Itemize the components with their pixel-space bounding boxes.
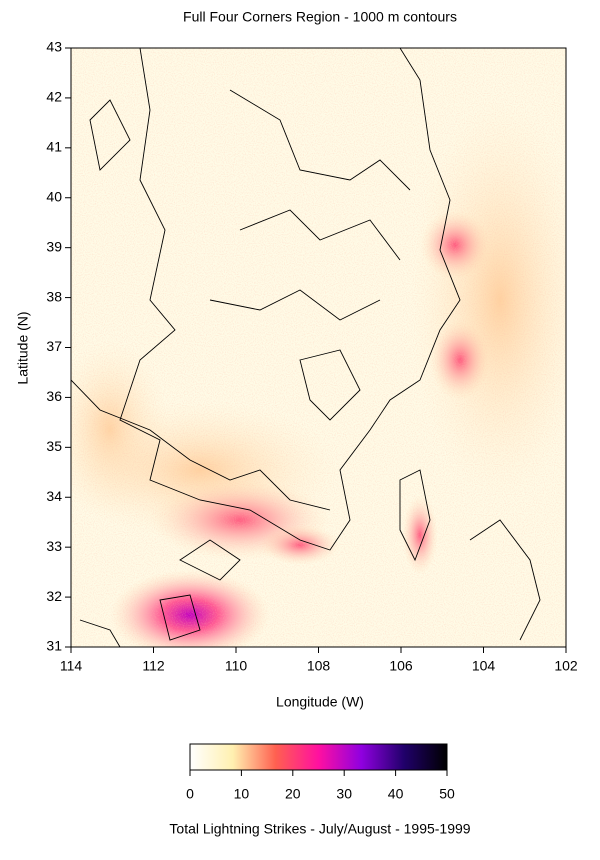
colorbar-tick-label: 20 xyxy=(285,786,301,802)
x-tick-label: 114 xyxy=(60,658,83,674)
y-tick-label: 42 xyxy=(46,89,62,105)
y-tick-label: 34 xyxy=(46,488,62,504)
colorbar-tick-label: 0 xyxy=(186,786,194,802)
y-tick-label: 35 xyxy=(46,438,62,454)
x-tick-label: 108 xyxy=(307,658,331,674)
lightning-density xyxy=(71,48,566,647)
y-tick-label: 31 xyxy=(46,638,62,654)
colorbar-tick-label: 30 xyxy=(336,786,352,802)
y-tick-label: 36 xyxy=(46,388,62,404)
y-tick-label: 39 xyxy=(46,238,62,254)
y-tick-label: 32 xyxy=(46,588,62,604)
x-tick-label: 106 xyxy=(389,658,413,674)
y-tick-label: 43 xyxy=(46,39,62,55)
chart-title: Full Four Corners Region - 1000 m contou… xyxy=(183,9,457,25)
colorbar-tick-label: 10 xyxy=(234,786,250,802)
x-tick-label: 102 xyxy=(554,658,578,674)
y-tick-label: 41 xyxy=(46,139,62,155)
y-tick-label: 37 xyxy=(46,338,62,354)
x-tick-label: 112 xyxy=(142,658,165,674)
y-axis-label: Latitude (N) xyxy=(15,311,31,384)
colorbar-tick-label: 50 xyxy=(439,786,455,802)
x-tick-label: 110 xyxy=(225,658,248,674)
y-tick-label: 38 xyxy=(46,288,62,304)
colorbar-tick-label: 40 xyxy=(388,786,404,802)
colorbar-label: Total Lightning Strikes - July/August - … xyxy=(169,821,470,837)
x-tick-label: 104 xyxy=(472,658,496,674)
colorbar xyxy=(189,743,448,771)
y-tick-label: 33 xyxy=(46,538,62,554)
x-axis-label: Longitude (W) xyxy=(276,694,364,710)
y-tick-label: 40 xyxy=(46,188,62,204)
